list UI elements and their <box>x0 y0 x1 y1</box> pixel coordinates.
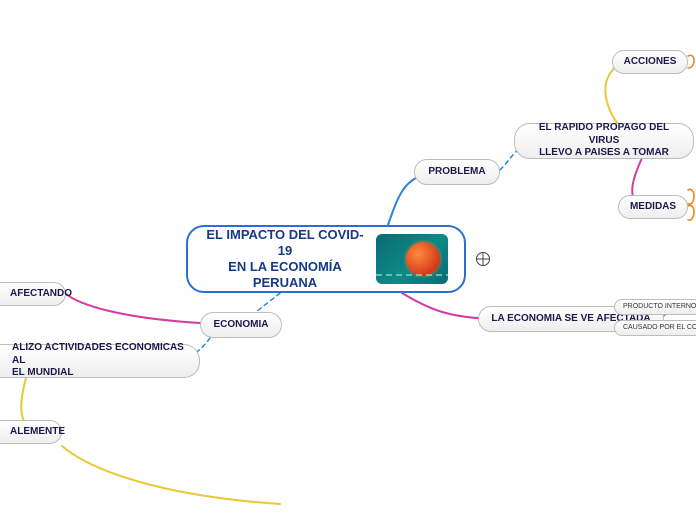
node-economia[interactable]: ECONOMIA <box>200 312 282 338</box>
center-node[interactable]: EL IMPACTO DEL COVID-19EN LA ECONOMÍA PE… <box>186 225 466 293</box>
node-afectando[interactable]: AFECTANDO <box>0 282 66 306</box>
node-causado[interactable]: CAUSADO POR EL CO <box>614 320 696 336</box>
node-acciones[interactable]: ACCIONES <box>612 50 688 74</box>
node-paralizo[interactable]: ALIZO ACTIVIDADES ECONOMICAS ALEL MUNDIA… <box>0 344 200 378</box>
node-pib[interactable]: PRODUCTO INTERNO <box>614 299 696 315</box>
center-title: EL IMPACTO DEL COVID-19EN LA ECONOMÍA PE… <box>206 227 364 292</box>
globe-icon[interactable] <box>476 252 490 266</box>
node-especialmente[interactable]: ALEMENTE <box>0 420 62 444</box>
node-problema[interactable]: PROBLEMA <box>414 159 500 185</box>
node-rapido[interactable]: EL RAPIDO PROPAGO DEL VIRUSLLEVO A PAISE… <box>514 123 694 159</box>
center-image <box>376 234 448 284</box>
node-medidas[interactable]: MEDIDAS <box>618 195 688 219</box>
